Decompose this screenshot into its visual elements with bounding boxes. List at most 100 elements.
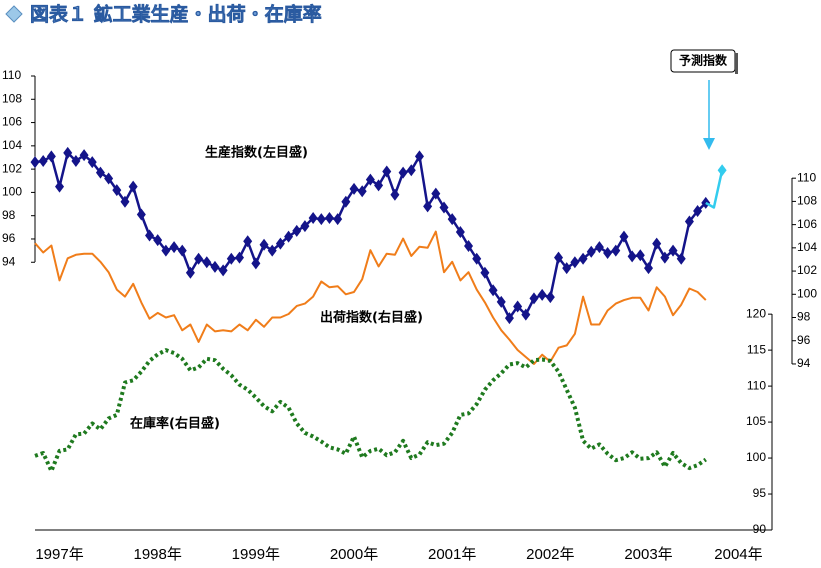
y-tick-label: 102	[2, 161, 22, 175]
x-tick-label: 2004年	[714, 546, 762, 563]
marker	[300, 220, 310, 233]
callout-arrowhead	[703, 138, 715, 150]
y-tick-label: 94	[797, 356, 811, 370]
y-tick-label: 96	[2, 231, 16, 245]
marker	[341, 195, 351, 208]
marker	[382, 165, 392, 178]
marker	[390, 188, 400, 201]
marker	[333, 213, 343, 226]
marker	[128, 180, 138, 193]
y-tick-label: 100	[797, 286, 817, 300]
x-tick-label: 2002年	[526, 546, 574, 563]
marker	[169, 241, 179, 254]
marker	[95, 166, 105, 179]
marker	[619, 230, 629, 243]
marker	[46, 150, 56, 163]
x-tick-label: 2003年	[624, 546, 672, 563]
marker	[668, 244, 678, 257]
x-tick-label: 1997年	[35, 546, 83, 563]
marker	[594, 241, 604, 254]
marker	[693, 205, 703, 218]
marker	[660, 251, 670, 264]
y-tick-label: 104	[2, 138, 22, 152]
marker	[292, 224, 302, 237]
y-tick-label: 104	[797, 240, 817, 254]
marker	[652, 237, 662, 250]
marker	[63, 146, 73, 159]
callout-shadow	[735, 53, 738, 74]
marker	[439, 201, 449, 214]
marker	[55, 180, 65, 193]
marker	[570, 256, 580, 269]
marker	[185, 266, 195, 279]
marker	[537, 288, 547, 301]
marker	[153, 234, 163, 247]
marker	[324, 212, 334, 225]
marker	[644, 262, 653, 275]
marker	[603, 246, 613, 259]
series-label: 出荷指数(右目盛)	[320, 310, 423, 326]
marker	[472, 252, 482, 265]
callout-text: 予測指数	[679, 53, 728, 68]
marker	[38, 154, 48, 167]
marker	[398, 166, 408, 179]
y-tick-label: 106	[797, 217, 817, 231]
marker	[259, 238, 269, 251]
y-tick-label: 96	[797, 333, 811, 347]
marker	[218, 264, 228, 277]
y-tick-label: 105	[746, 414, 766, 428]
marker	[627, 250, 637, 263]
marker	[414, 150, 424, 163]
x-tick-label: 2001年	[428, 546, 476, 563]
x-tick-label: 1998年	[134, 546, 182, 563]
marker	[226, 252, 236, 265]
series-label: 生産指数(左目盛)	[205, 145, 308, 161]
marker	[701, 196, 711, 209]
marker	[349, 182, 359, 195]
marker	[611, 244, 621, 257]
chart-title: 図表１ 鉱工業生産・出荷・在庫率	[30, 3, 322, 26]
marker	[684, 215, 694, 228]
y-tick-label: 120	[746, 306, 766, 320]
marker	[120, 195, 130, 208]
y-tick-label: 108	[797, 194, 817, 208]
y-tick-label: 94	[2, 254, 16, 268]
title-icon	[5, 5, 23, 23]
marker	[554, 251, 564, 264]
y-tick-label: 98	[2, 208, 16, 222]
y-tick-label: 100	[2, 185, 22, 199]
marker	[308, 212, 318, 225]
marker	[243, 235, 253, 248]
marker	[284, 230, 294, 243]
marker	[316, 213, 326, 226]
marker	[235, 251, 244, 264]
marker	[30, 156, 40, 169]
marker	[104, 172, 114, 185]
marker	[464, 239, 474, 252]
marker	[145, 229, 155, 242]
y-tick-label: 110	[747, 378, 766, 392]
y-tick-label: 90	[753, 522, 767, 536]
marker	[136, 208, 146, 221]
marker	[521, 308, 531, 321]
y-tick-label: 98	[797, 310, 811, 324]
marker	[586, 245, 596, 258]
series-line	[705, 170, 724, 209]
marker	[275, 237, 285, 250]
y-tick-label: 102	[797, 263, 817, 277]
marker	[406, 164, 416, 177]
x-tick-label: 1999年	[232, 546, 280, 563]
marker	[161, 244, 171, 257]
marker	[496, 295, 506, 308]
series-line	[34, 230, 707, 365]
marker	[635, 249, 645, 262]
marker	[431, 187, 441, 200]
marker	[545, 291, 555, 304]
x-tick-label: 2000年	[330, 546, 378, 563]
series-line	[34, 348, 707, 473]
marker	[365, 173, 375, 186]
y-tick-label: 108	[2, 91, 22, 105]
marker	[717, 164, 727, 177]
marker	[112, 184, 122, 197]
